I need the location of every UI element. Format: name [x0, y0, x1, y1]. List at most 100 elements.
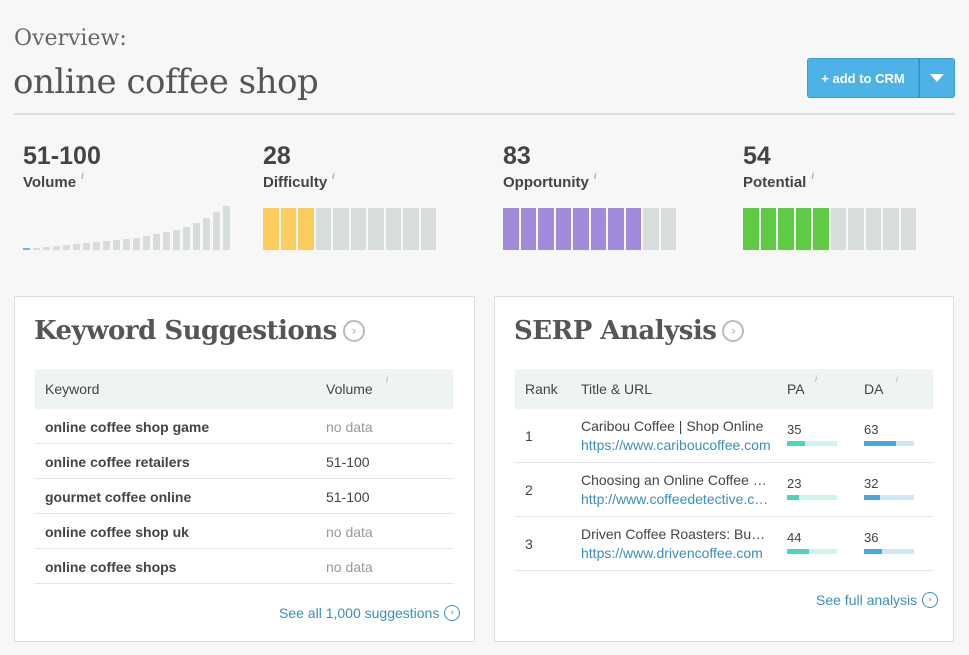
chevron-right-icon: ›: [922, 592, 939, 608]
col-pa[interactable]: PA: [787, 381, 805, 397]
meter-segment: [280, 208, 296, 250]
volume-bar: [203, 218, 210, 250]
volume-bar: [223, 206, 230, 250]
meter-segment: [778, 208, 794, 250]
rank-cell: 2: [525, 482, 533, 498]
chevron-right-icon[interactable]: ›: [342, 320, 365, 342]
keyword-table-header: Keyword Volume i: [35, 369, 453, 409]
meter-segment: [350, 208, 366, 250]
pa-bar: [787, 549, 837, 554]
keyword-cell[interactable]: online coffee retailers: [45, 454, 190, 470]
meter-segment: [503, 208, 519, 250]
meter-segment: [520, 208, 536, 250]
keyword-cell[interactable]: online coffee shop game: [45, 419, 210, 435]
result-title: Choosing an Online Coffee Store: [581, 472, 771, 488]
col-title-url[interactable]: Title & URL: [581, 381, 653, 397]
info-icon[interactable]: i: [81, 171, 84, 181]
volume-bar: [83, 243, 90, 250]
info-icon[interactable]: i: [815, 374, 817, 384]
volume-cell: no data: [326, 524, 373, 540]
info-icon[interactable]: i: [386, 374, 388, 384]
da-bar: [864, 441, 914, 446]
chevron-down-icon: [930, 74, 944, 82]
table-row[interactable]: online coffee shop uk no data: [35, 514, 453, 549]
serp-table-header: Rank Title & URL PA i DA i: [515, 369, 933, 409]
meter-segment: [883, 208, 899, 250]
volume-value: 51-100: [23, 142, 101, 170]
volume-bar: [163, 232, 170, 250]
meter-segment: [590, 208, 606, 250]
meter-segment: [848, 208, 864, 250]
meter-segment: [743, 208, 759, 250]
meter-segment: [625, 208, 641, 250]
volume-bar: [183, 227, 190, 250]
see-full-analysis-label: See full analysis: [816, 592, 918, 608]
meter-segment: [298, 208, 314, 250]
volume-bar: [43, 247, 50, 250]
info-icon[interactable]: i: [896, 374, 898, 384]
keyword-suggestions-title[interactable]: Keyword Suggestions ›: [34, 316, 365, 346]
see-full-analysis-link[interactable]: See full analysis ›: [816, 592, 939, 608]
metric-volume: 51-100 Volume i: [23, 142, 243, 191]
keyword-cell[interactable]: gourmet coffee online: [45, 489, 192, 505]
meter-segment: [660, 208, 676, 250]
page-title: online coffee shop: [13, 62, 319, 102]
opportunity-value: 83: [503, 142, 531, 170]
table-row[interactable]: gourmet coffee online 51-100: [35, 479, 453, 514]
meter-segment: [420, 208, 436, 250]
chevron-right-icon[interactable]: ›: [722, 320, 745, 342]
add-to-crm-group: + add to CRM: [807, 58, 955, 98]
meter-segment: [315, 208, 331, 250]
metric-opportunity: 83 Opportunity i: [503, 142, 723, 191]
da-bar: [864, 549, 914, 554]
col-rank[interactable]: Rank: [525, 381, 558, 397]
volume-bar: [173, 230, 180, 250]
volume-bar: [153, 234, 160, 250]
volume-cell: no data: [326, 559, 373, 575]
rank-cell: 3: [525, 536, 533, 552]
result-url-link[interactable]: https://www.drivencoffee.com: [581, 545, 763, 561]
difficulty-label: Difficulty: [263, 174, 328, 191]
da-value: 63: [864, 422, 879, 437]
da-bar: [864, 495, 914, 500]
volume-bar: [73, 244, 80, 250]
serp-analysis-title[interactable]: SERP Analysis ›: [514, 316, 745, 346]
meter-segment: [385, 208, 401, 250]
overview-label: Overview:: [14, 26, 127, 51]
volume-bar: [33, 248, 40, 250]
pa-value: 35: [787, 422, 802, 437]
result-title: Caribou Coffee | Shop Online: [581, 418, 764, 434]
volume-bar: [63, 245, 70, 250]
keyword-cell[interactable]: online coffee shops: [45, 559, 177, 575]
crm-dropdown-toggle[interactable]: [919, 58, 955, 98]
table-row[interactable]: online coffee shops no data: [35, 549, 453, 584]
meter-segment: [403, 208, 419, 250]
info-icon[interactable]: i: [332, 171, 335, 181]
meter-segment: [865, 208, 881, 250]
volume-bar: [53, 246, 60, 250]
chevron-right-icon: ›: [444, 605, 461, 621]
keyword-cell[interactable]: online coffee shop uk: [45, 524, 189, 540]
rank-cell: 1: [525, 428, 533, 444]
metric-difficulty: 28 Difficulty i: [263, 142, 483, 191]
result-url-link[interactable]: https://www.cariboucoffee.com: [581, 437, 771, 453]
add-to-crm-button[interactable]: + add to CRM: [807, 58, 919, 98]
result-url-link[interactable]: http://www.coffeedetective.com: [581, 491, 771, 507]
difficulty-value: 28: [263, 142, 291, 170]
pa-bar: [787, 495, 837, 500]
see-all-label: See all 1,000 suggestions: [279, 605, 440, 621]
col-keyword[interactable]: Keyword: [45, 381, 100, 397]
col-da[interactable]: DA: [864, 381, 884, 397]
volume-bar: [103, 241, 110, 250]
result-title: Driven Coffee Roasters: Buy Coffee: [581, 526, 771, 542]
volume-histogram: [23, 206, 233, 250]
meter-segment: [555, 208, 571, 250]
volume-label: Volume: [23, 174, 77, 191]
info-icon[interactable]: i: [593, 171, 597, 181]
see-all-suggestions-link[interactable]: See all 1,000 suggestions ›: [279, 605, 461, 621]
col-volume[interactable]: Volume: [326, 381, 373, 397]
info-icon[interactable]: i: [811, 171, 814, 181]
table-row[interactable]: online coffee shop game no data: [35, 409, 453, 444]
table-row[interactable]: online coffee retailers 51-100: [35, 444, 453, 479]
volume-bar: [143, 236, 150, 250]
